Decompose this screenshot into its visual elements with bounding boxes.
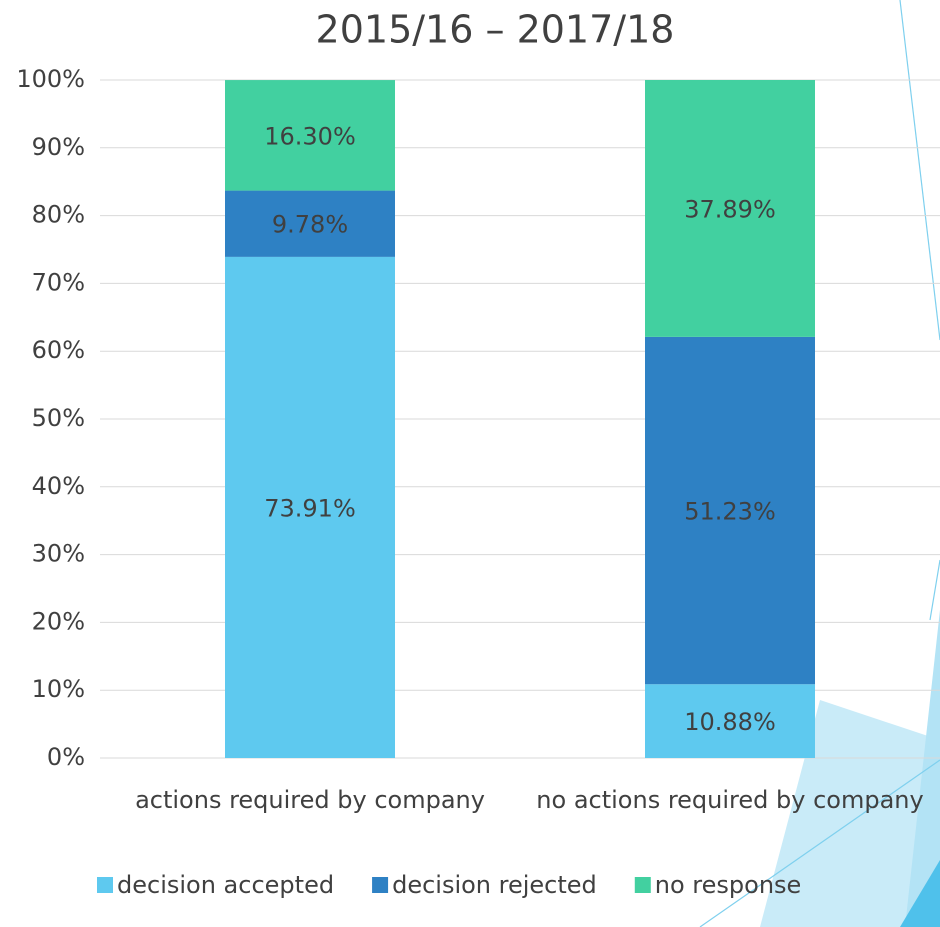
y-tick-label: 70% — [32, 268, 85, 296]
legend-swatch — [634, 877, 651, 893]
legend-label: decision accepted — [117, 871, 334, 899]
deco-line — [929, 559, 940, 621]
bar-segment — [225, 190, 395, 257]
legend-label: no response — [655, 871, 802, 899]
data-label: 73.91% — [264, 494, 356, 522]
y-tick-label: 100% — [16, 65, 85, 93]
x-tick-label: actions required by company — [135, 786, 485, 814]
y-tick-label: 30% — [32, 540, 85, 568]
data-label: 51.23% — [684, 498, 776, 526]
data-label: 16.30% — [264, 122, 356, 150]
y-tick-label: 0% — [47, 743, 85, 771]
bar-segment — [645, 80, 815, 337]
x-tick-label: no actions required by company — [536, 786, 924, 814]
bar-segment — [225, 256, 395, 758]
y-tick-label: 50% — [32, 404, 85, 432]
deco-shape — [905, 610, 940, 927]
deco-line — [899, 0, 940, 341]
deco-shape — [900, 860, 940, 927]
bar-segment — [645, 684, 815, 758]
legend-swatch — [97, 877, 113, 893]
y-tick-label: 60% — [32, 336, 85, 364]
legend-swatch — [372, 877, 389, 893]
deco-line — [699, 759, 940, 927]
chart-title: 2015/16 – 2017/18 — [316, 8, 675, 52]
legend-label: decision rejected — [392, 871, 597, 899]
bar-segment — [645, 336, 815, 685]
data-label: 37.89% — [684, 195, 776, 223]
y-tick-label: 80% — [32, 201, 85, 229]
data-label: 9.78% — [272, 211, 348, 239]
y-tick-label: 20% — [32, 607, 85, 635]
y-tick-label: 10% — [32, 675, 85, 703]
data-label: 10.88% — [684, 708, 776, 736]
y-tick-label: 40% — [32, 472, 85, 500]
y-tick-label: 90% — [32, 133, 85, 161]
bar-segment — [225, 80, 395, 191]
